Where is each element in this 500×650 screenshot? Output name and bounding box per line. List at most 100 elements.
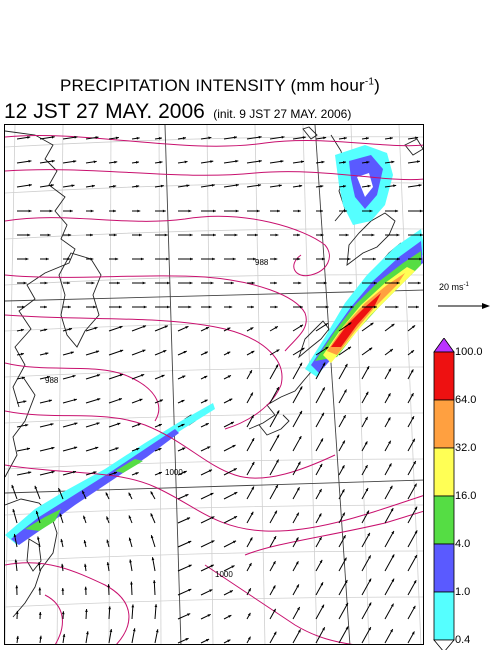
wind-vector [269,608,277,620]
wind-vector [315,412,325,428]
wind-vector [108,373,124,380]
wind-vector [154,447,162,452]
wind-vector [131,349,146,356]
wind-vector [108,628,113,644]
wind-vector [269,631,277,644]
wind-vector [339,209,348,213]
wind-vector [200,326,210,332]
wind-vector [339,257,351,261]
wind-vector [62,398,78,404]
wind-vector [61,611,65,620]
wind-vector [39,399,53,404]
wind-vector [292,606,301,620]
wind-vector [177,423,185,428]
wind-vector [361,322,374,332]
isobar-line [204,564,353,644]
wind-vector [200,399,208,404]
wind-vector [223,639,231,644]
wind-vector [315,184,324,188]
wind-vector [269,135,285,140]
wind-vector [177,136,187,140]
wind-vector [362,233,375,237]
wind-vector [293,281,302,285]
wind-vector [361,510,370,524]
wind-vector [83,515,87,524]
wind-vector [315,160,325,164]
wind-vector [269,184,282,188]
colorbar-level-label: 4.0 [455,538,471,550]
coastline-segment [404,138,423,156]
wind-vector [85,446,99,452]
wind-vector [40,281,48,285]
wind-vector [315,488,322,500]
wind-vector [131,628,136,644]
coastline-segment [5,376,36,478]
wind-vector [13,533,18,548]
wind-vector [407,605,416,620]
wind-vector [338,160,347,164]
wind-vector [315,582,324,596]
wind-vector [38,587,42,596]
wind-vector [177,184,190,188]
wind-vector [223,467,238,476]
wind-vector [154,160,163,164]
wind-vector [361,160,370,164]
wind-vector [269,510,278,524]
wind-vector [63,233,72,237]
wind-vector [315,536,323,548]
wind-vector [201,305,212,309]
wind-vector [200,516,215,524]
wind-vector [131,472,139,476]
wind-vector [11,484,18,500]
wind-vector [154,471,163,476]
wind-vector [384,578,395,596]
wind-vector [408,281,421,285]
wind-vector [62,351,74,356]
colorbar-level-label: 16.0 [455,490,477,502]
wind-vector [59,513,64,524]
wind-vector [223,590,234,596]
wind-vector [109,209,117,213]
wind-vector [269,560,276,572]
wind-vector [407,483,418,500]
wind-vector [292,362,303,380]
wind-vector [384,440,392,452]
coastline-segment [302,126,318,140]
lat-lon-grid [5,125,423,644]
wind-vector [16,447,31,452]
wind-vector [293,209,301,213]
wind-vector [246,414,255,428]
wind-vector [17,257,29,261]
wind-vector [39,159,55,164]
wind-vector [86,257,94,261]
coastline-segment [346,212,396,266]
wind-vector [270,281,278,285]
wind-vector [223,159,239,164]
valid-time: 12 JST 27 MAY. 2006 [4,100,205,123]
isobar-label: 1000 [165,468,183,477]
wind-vector [85,350,100,356]
wind-vector [362,209,373,213]
wind-vector [316,209,324,213]
wind-vector [315,346,329,356]
wind-vector [85,326,98,332]
isobar-line [5,464,423,532]
wind-vector [34,485,41,500]
wind-vector [385,281,400,285]
wind-vector [37,536,41,548]
wind-vector [361,137,369,140]
wind-vector [200,351,208,356]
wind-vector [270,305,278,309]
wind-vector [361,487,369,500]
grid-line [5,596,423,608]
wind-vector [339,305,354,309]
wind-vector [86,305,97,309]
wind-vector [315,362,326,380]
wind-vector [58,487,64,500]
colorbar-segment [433,447,455,497]
wind-vector [200,638,210,644]
wind-vector [407,160,421,164]
wind-vector [15,610,19,620]
wind-vector [246,612,251,620]
wind-vector [247,233,258,237]
